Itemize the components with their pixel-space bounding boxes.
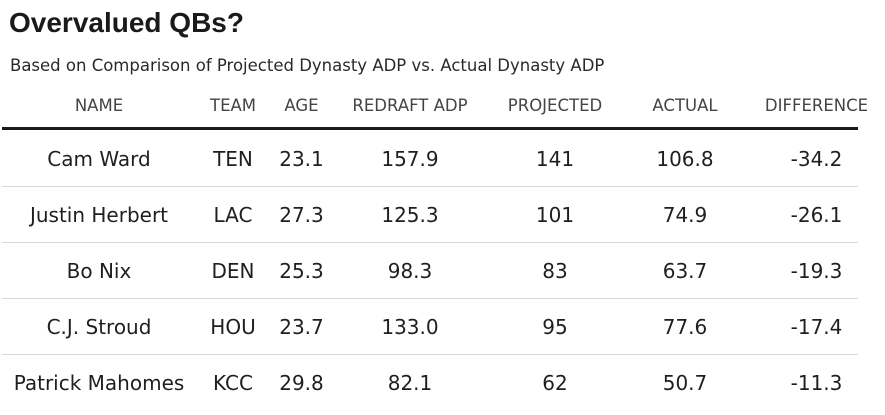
cell-projected: 141 [535,147,575,171]
chart-subtitle: Based on Comparison of Projected Dynasty… [10,56,605,75]
row-divider [2,242,858,243]
cell-team: HOU [210,315,256,339]
column-header-name: NAME [74,96,124,115]
cell-redraft-adp: 157.9 [381,147,439,171]
row-divider [2,186,858,187]
cell-team: TEN [213,147,253,171]
cell-actual: 63.7 [662,259,708,283]
cell-age: 25.3 [279,259,324,283]
row-divider [2,298,858,299]
column-header-team: TEAM [209,96,257,115]
column-header-projected: PROJECTED [507,96,603,115]
cell-team: DEN [211,259,255,283]
cell-projected: 83 [542,259,568,283]
cell-age: 23.7 [279,315,324,339]
cell-age: 27.3 [279,203,324,227]
header-divider [2,127,858,130]
cell-actual: 50.7 [662,371,708,395]
table-row: C.J. Stroud HOU 23.7 133.0 95 77.6 -17.4 [0,299,860,355]
column-header-redraft-adp: REDRAFT ADP [352,96,468,115]
cell-team: LAC [213,203,253,227]
cell-team: KCC [213,371,253,395]
table-row: Justin Herbert LAC 27.3 125.3 101 74.9 -… [0,187,860,243]
cell-difference: -17.4 [790,315,843,339]
table-row: Patrick Mahomes KCC 29.8 82.1 62 50.7 -1… [0,355,860,411]
cell-name: C.J. Stroud [46,315,152,339]
cell-age: 29.8 [279,371,324,395]
cell-actual: 74.9 [662,203,708,227]
cell-redraft-adp: 82.1 [387,371,433,395]
row-divider [2,354,858,355]
cell-name: Patrick Mahomes [13,371,185,395]
cell-projected: 62 [542,371,568,395]
cell-redraft-adp: 98.3 [387,259,433,283]
cell-difference: -19.3 [790,259,843,283]
cell-difference: -26.1 [790,203,843,227]
cell-projected: 101 [535,203,575,227]
cell-age: 23.1 [279,147,324,171]
cell-actual: 106.8 [656,147,714,171]
column-header-difference: DIFFERENCE [764,96,869,115]
column-header-age: AGE [284,96,319,115]
chart-title: Overvalued QBs? [9,7,244,38]
cell-actual: 77.6 [662,315,708,339]
cell-name: Justin Herbert [29,203,169,227]
column-header-actual: ACTUAL [652,96,718,115]
cell-name: Bo Nix [66,259,132,283]
table-row: Bo Nix DEN 25.3 98.3 83 63.7 -19.3 [0,243,860,299]
cell-redraft-adp: 125.3 [381,203,439,227]
cell-name: Cam Ward [47,147,151,171]
cell-difference: -11.3 [790,371,843,395]
cell-redraft-adp: 133.0 [381,315,439,339]
cell-difference: -34.2 [790,147,843,171]
table-row: Cam Ward TEN 23.1 157.9 141 106.8 -34.2 [0,131,860,187]
cell-projected: 95 [542,315,568,339]
table-header: NAME TEAM AGE REDRAFT ADP PROJECTED ACTU… [0,93,868,119]
